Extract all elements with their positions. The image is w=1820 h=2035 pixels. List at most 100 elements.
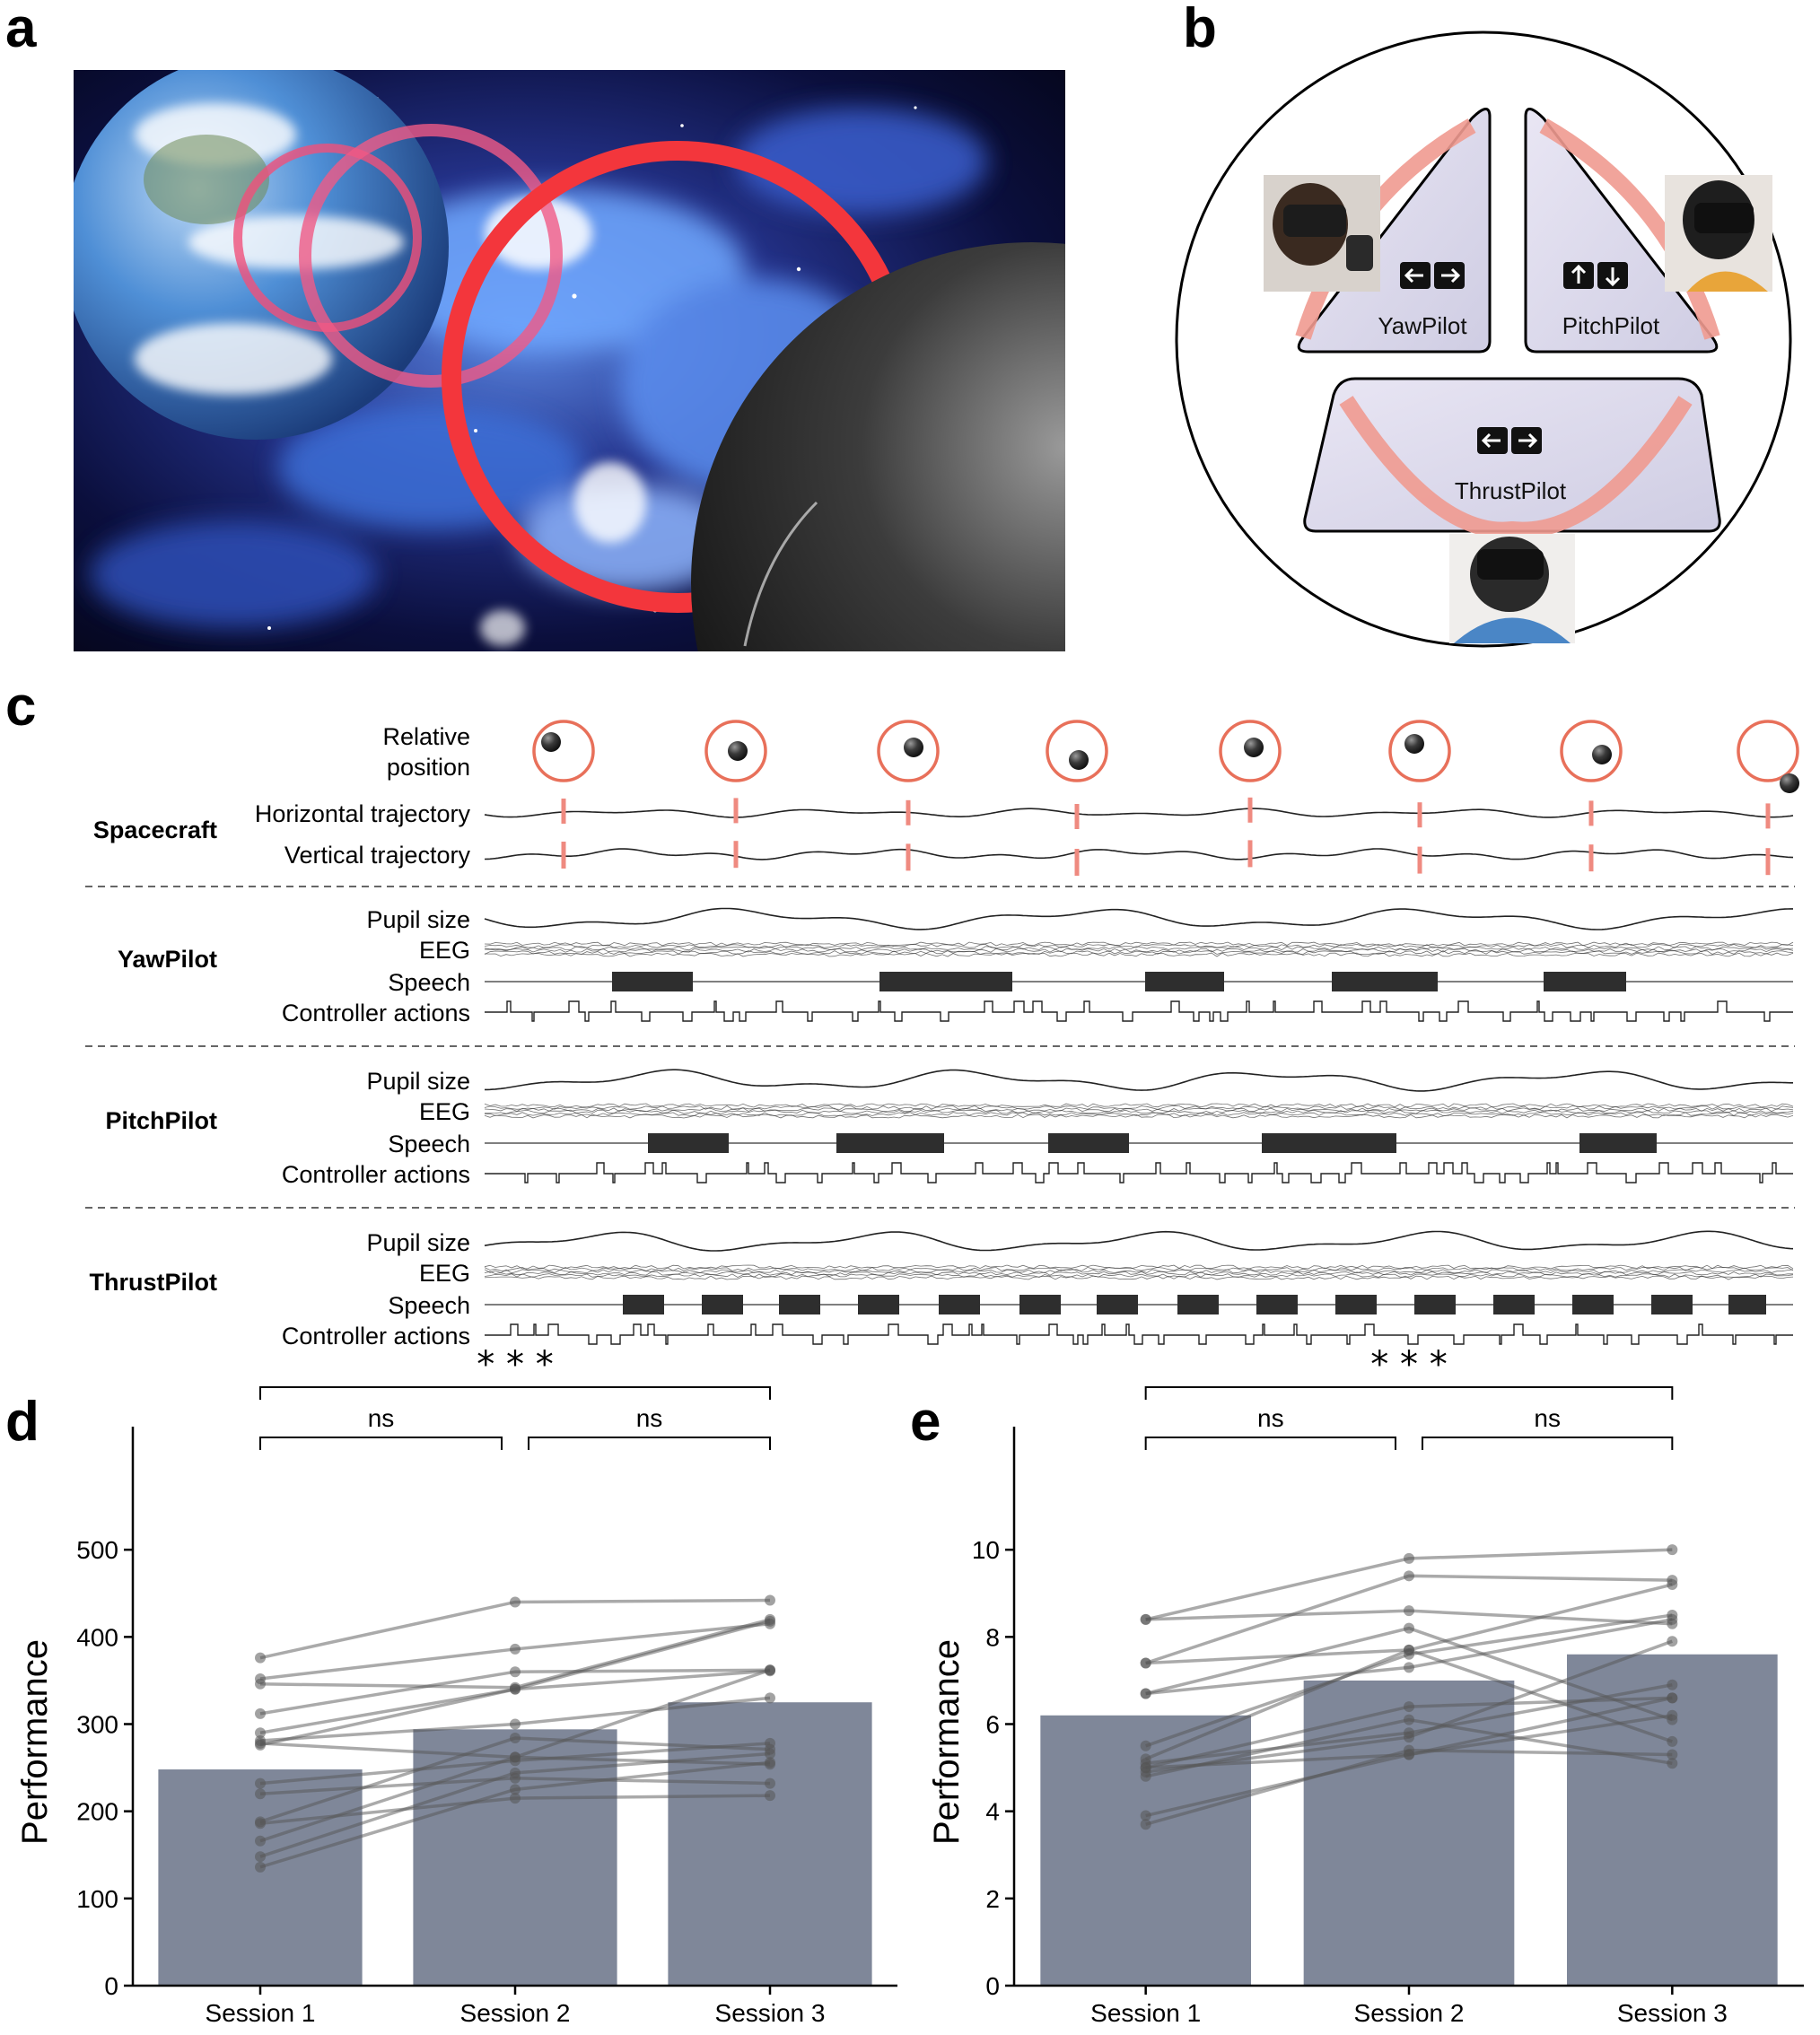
participant-point <box>765 1757 775 1769</box>
speech-burst <box>879 972 1012 991</box>
bar-session-2 <box>1303 1680 1515 1986</box>
participant-point <box>1404 1732 1414 1743</box>
performance-chart-e: 0 2 4 6 8 10 Session 1 Session 2 Session 3 Perfor… <box>927 1344 1804 2027</box>
significance-label: ns <box>1257 1404 1284 1432</box>
bar-session-1 <box>158 1769 363 1986</box>
y-tick-label: 8 <box>985 1623 1000 1651</box>
panel-label-b: b <box>1183 0 1217 59</box>
speech-burst <box>1019 1295 1061 1314</box>
signal-row-label: Pupil size <box>366 906 470 933</box>
participant-point <box>255 1739 266 1751</box>
speech-burst <box>1097 1295 1138 1314</box>
participant-point <box>1140 1740 1151 1751</box>
y-tick-label: 100 <box>76 1885 118 1913</box>
signal-row-label: Controller actions <box>282 1161 470 1188</box>
position-ring <box>1046 720 1108 782</box>
horizontal-trajectory-trace <box>484 808 1794 818</box>
spacecraft-ball <box>1592 745 1612 764</box>
y-tick-label: 300 <box>76 1711 118 1739</box>
significance-bracket <box>259 1386 771 1400</box>
participant-point <box>1404 1552 1414 1564</box>
spacecraft-ball <box>728 741 748 761</box>
panel-label-c: c <box>5 676 36 738</box>
spacecraft-ball <box>1404 734 1424 754</box>
signal-row-label: EEG <box>419 1260 470 1287</box>
participant-point <box>255 1788 266 1800</box>
performance-chart-d: 0 100 200 300 400 500 Session 1 Session 2 Sessio… <box>15 1344 897 2027</box>
participant-point <box>1140 1762 1151 1774</box>
participant-point <box>1404 1701 1414 1713</box>
participant-point <box>1140 1613 1151 1625</box>
y-tick-label: 10 <box>972 1536 1000 1564</box>
position-ring <box>1388 720 1451 782</box>
participant-point <box>255 1652 266 1664</box>
pilot-group-thrustpilot: ThrustPilot Pupil size EEG Speech Controller… <box>90 1229 1794 1349</box>
spacecraft-ball <box>541 732 561 752</box>
participant-thrust <box>1449 534 1575 643</box>
panel-label-a: a <box>5 0 37 59</box>
y-tick-label: 6 <box>985 1711 1000 1739</box>
significance-label: * * * <box>477 1344 553 1385</box>
pupil-size-trace <box>484 1230 1794 1252</box>
pilot-group-yawpilot: YawPilot Pupil size EEG Speech Controller ac… <box>118 906 1794 1026</box>
vertical-trajectory-trace <box>484 848 1794 860</box>
participant-point <box>255 1678 266 1690</box>
participant-point <box>510 1751 521 1763</box>
significance-label: ns <box>636 1404 663 1432</box>
position-ring <box>1560 720 1623 782</box>
spacecraft-ball <box>1244 738 1264 757</box>
participant-point <box>510 1793 521 1804</box>
speech-burst <box>612 972 693 991</box>
pilot-group-pitchpilot: PitchPilot Pupil size EEG Speech Controller … <box>105 1068 1794 1188</box>
participant-point <box>1667 1679 1678 1690</box>
signal-row-label: Controller actions <box>282 1000 470 1026</box>
participant-point <box>1140 1753 1151 1765</box>
x-tick-label: Session 3 <box>1617 1999 1728 2027</box>
participant-point <box>510 1733 521 1744</box>
participant-point <box>1404 1622 1414 1634</box>
position-ring <box>704 720 767 782</box>
speech-burst <box>1262 1133 1396 1153</box>
time-markers <box>561 797 1771 876</box>
signal-row-label: Speech <box>388 1292 470 1319</box>
signal-row-label: Pupil size <box>366 1068 470 1095</box>
speech-burst <box>702 1295 743 1314</box>
speech-burst <box>1414 1295 1456 1314</box>
signal-row-label: Pupil size <box>366 1229 470 1256</box>
y-tick-label: 500 <box>76 1536 118 1564</box>
speech-burst <box>1572 1295 1614 1314</box>
participant-point <box>1404 1714 1414 1725</box>
thrust-station: ThrustPilot <box>1303 377 1721 538</box>
participant-point <box>1667 1692 1678 1704</box>
participant-point <box>255 1851 266 1863</box>
y-axis-label: Performance <box>927 1639 967 1845</box>
participant-point <box>510 1666 521 1678</box>
controller-actions-trace <box>485 1162 1793 1183</box>
participant-point <box>510 1596 521 1608</box>
y-tick-label: 4 <box>985 1798 1000 1826</box>
participant-point <box>255 1818 266 1830</box>
participant-point <box>1667 1758 1678 1769</box>
speech-burst <box>1256 1295 1298 1314</box>
pilot-group-label: YawPilot <box>118 946 217 973</box>
participant-point <box>1667 1749 1678 1760</box>
pilot-station-diagram: YawPilot PitchPilot ThrustPilot <box>1175 31 1792 648</box>
y-axis-label: Performance <box>15 1639 55 1845</box>
participant-point <box>510 1683 521 1695</box>
speech-burst <box>648 1133 729 1153</box>
relative-position-label-line2: position <box>387 754 470 781</box>
participant-point <box>255 1777 266 1789</box>
participant-point <box>765 1777 775 1789</box>
participant-yaw <box>1264 175 1380 292</box>
panel-label-d: d <box>5 1391 39 1453</box>
spacecraft-ball <box>1069 750 1089 770</box>
speech-burst <box>1335 1295 1377 1314</box>
significance-bracket <box>259 1437 503 1450</box>
participant-point <box>1667 1579 1678 1591</box>
speech-burst <box>1579 1133 1657 1153</box>
x-tick-label: Session 1 <box>206 1999 316 2027</box>
pitch-station-label: PitchPilot <box>1562 312 1660 339</box>
space-scene-image <box>74 70 1065 651</box>
controller-actions-trace <box>485 1000 1793 1022</box>
